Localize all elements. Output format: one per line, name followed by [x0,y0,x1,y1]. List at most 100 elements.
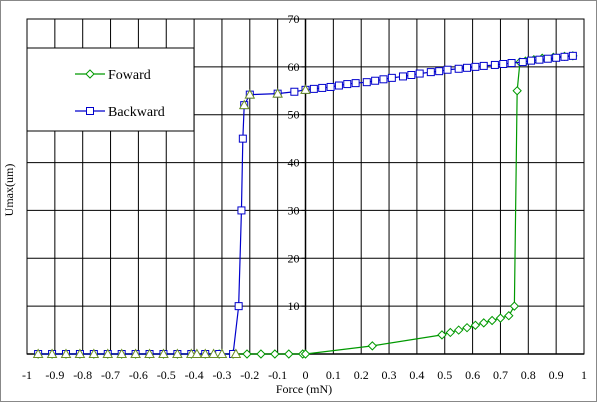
legend-marker-foward [85,69,95,79]
data-point-backward [435,67,444,76]
triangle-point [32,348,44,358]
data-point-backward [371,76,380,85]
data-point-foward [487,315,497,326]
data-point-foward [470,320,481,330]
triangle-point [216,348,228,358]
legend-items: Foward Backward [75,68,165,120]
data-point-backward [387,73,396,82]
triangle-point [116,348,128,358]
data-point-backward [499,59,508,68]
legend-label-backward: Backward [108,105,165,120]
triangle-markers [32,84,311,358]
legend-box [26,47,195,132]
data-point-foward [256,349,266,359]
data-point-foward [300,349,311,359]
data-point-foward [509,301,520,311]
data-point-backward [379,75,388,84]
y-tick-label: 20 [288,251,300,265]
x-tick-label: -0.5 [157,368,176,382]
data-point-backward [443,65,452,74]
y-axis [301,18,307,354]
triangle-point [144,348,155,358]
triangle-point [74,348,86,358]
data-point-backward [518,58,527,67]
triangle-point [230,348,242,358]
triangle-point [130,348,141,358]
data-point-backward [490,60,499,69]
data-point-backward [237,206,246,215]
data-point-foward [504,311,514,321]
data-point-backward [426,68,435,77]
data-point-backward [238,134,247,143]
data-point-backward [318,83,327,92]
data-point-foward [270,349,280,359]
triangle-point [172,348,183,358]
x-tick-label: -0.8 [73,368,92,382]
y-axis-label: Umax(um) [2,164,16,217]
triangle-point [244,89,256,99]
data-point-backward [309,84,318,93]
x-tick-label: 0.9 [549,368,564,382]
triangle-point [158,348,169,358]
x-tick-label: 0.7 [493,368,508,382]
triangle-point [238,99,250,110]
triangle-point [191,348,203,358]
x-tick-label: -0.1 [268,368,287,382]
y-axis-ticks: 10 20 30 40 50 60 70 [288,12,300,313]
triangle-point [300,84,311,94]
legend: Foward Backward [26,47,195,132]
data-point-backward [535,55,544,64]
y-tick-label: 60 [288,60,300,74]
data-point-foward [242,349,252,359]
triangle-point [102,348,114,358]
data-point-backward [479,61,488,70]
data-point-backward [351,79,360,88]
data-point-backward [568,51,577,60]
x-tick-label: 0 [303,368,309,382]
data-point-backward [362,78,371,87]
triangle-point [46,348,58,358]
x-tick-label: 0.3 [382,368,397,382]
triangle-point [199,348,211,358]
x-tick-label: -1 [22,368,32,382]
triangle-point [60,348,72,358]
x-axis-ticks: -1 -0.9 -0.8 -0.7 -0.6 -0.5 -0.4 -0.3 -0.2 -0.1 0 0… [22,368,587,382]
x-tick-label: -0.4 [185,368,204,382]
data-point-foward [437,330,447,340]
triangle-point [208,348,219,358]
data-point-backward [415,69,424,78]
data-point-backward [398,72,407,81]
data-point-backward [343,80,352,89]
data-point-backward [234,302,243,311]
triangle-point [88,348,100,358]
x-tick-label: 0.1 [326,368,341,382]
x-tick-label: -0.6 [129,368,148,382]
data-point-backward [560,52,569,61]
data-point-backward [326,82,335,91]
y-tick-label: 50 [288,108,300,122]
x-tick-label: -0.7 [101,368,120,382]
x-tick-label: 0.5 [437,368,452,382]
data-point-foward [512,86,522,96]
x-tick-label: 0.4 [409,368,424,382]
x-axis-label: Force (mN) [276,382,332,396]
legend-label-foward: Foward [108,68,151,83]
y-tick-label: 70 [288,12,300,26]
data-point-backward [471,62,480,71]
x-tick-label: -0.3 [212,368,231,382]
data-point-backward [454,64,463,73]
x-tick-label: 0.8 [521,368,536,382]
data-point-backward [290,87,299,96]
data-point-backward [507,59,516,68]
data-point-backward [543,54,552,63]
data-point-foward [284,349,294,359]
x-tick-label: -0.9 [45,368,64,382]
x-tick-label: -0.2 [240,368,259,382]
data-point-backward [334,81,343,90]
y-tick-label: 10 [288,299,300,313]
data-point-backward [407,70,416,79]
data-point-foward [367,341,378,351]
data-point-foward [453,325,464,335]
data-point-backward [463,63,472,72]
